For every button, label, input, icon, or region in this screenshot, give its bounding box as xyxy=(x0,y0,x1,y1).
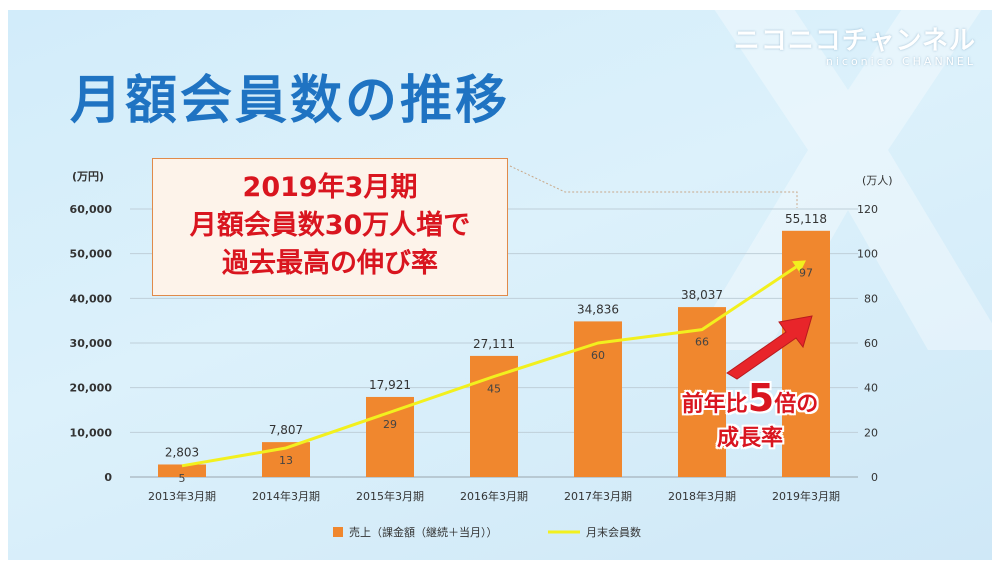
page-title: 月額会員数の推移 xyxy=(70,71,511,131)
left-axis-tick-label: 20,000 xyxy=(70,382,113,395)
callout-line-2: 月額会員数30万人増で xyxy=(189,210,471,241)
left-axis-tick-label: 10,000 xyxy=(70,426,113,439)
channel-logo: ニコニコチャンネル niconico CHANNEL xyxy=(734,20,976,68)
legend-bar-label: 売上（課金額（継続＋当月）） xyxy=(349,525,498,539)
bar-value-label: 27,111 xyxy=(473,337,515,351)
bar-value-label: 55,118 xyxy=(785,212,827,226)
callout-line-1: 2019年3月期 xyxy=(242,172,418,203)
x-axis-tick-label: 2013年3月期 xyxy=(148,489,216,503)
callout-line-3: 過去最高の伸び率 xyxy=(222,248,438,279)
bar-value-label: 38,037 xyxy=(681,288,723,302)
callout-box: 2019年3月期 月額会員数30万人増で 過去最高の伸び率 xyxy=(152,158,508,296)
bar-value-label: 2,803 xyxy=(165,445,199,459)
bar-value-label: 17,921 xyxy=(369,378,411,392)
right-axis-tick-label: 100 xyxy=(857,248,878,261)
growth-arrow xyxy=(726,315,813,380)
bar-value-label: 7,807 xyxy=(269,423,303,437)
right-axis-tick-label: 80 xyxy=(864,292,878,305)
growth-prefix: 前年比 xyxy=(681,392,748,417)
bar xyxy=(366,396,414,477)
bar xyxy=(678,307,726,477)
members-line-arrowhead xyxy=(792,260,806,273)
growth-line-1: 前年比5倍の xyxy=(660,378,840,425)
bar xyxy=(470,355,518,477)
bar xyxy=(158,464,206,477)
legend-bar-swatch xyxy=(333,527,343,537)
line-value-label: 60 xyxy=(591,349,605,362)
right-axis-tick-label: 0 xyxy=(871,471,878,484)
left-axis-tick-label: 40,000 xyxy=(70,292,113,305)
growth-annotation: 前年比5倍の 成長率 xyxy=(660,378,840,453)
line-value-label: 5 xyxy=(179,472,186,485)
right-axis-tick-label: 40 xyxy=(864,382,878,395)
logo-sub-text: niconico CHANNEL xyxy=(825,55,976,68)
x-axis-tick-label: 2017年3月期 xyxy=(564,489,632,503)
line-value-label: 97 xyxy=(799,266,813,279)
line-value-label: 66 xyxy=(695,336,709,349)
right-axis-tick-label: 120 xyxy=(857,203,878,216)
x-axis-tick-label: 2015年3月期 xyxy=(356,489,424,503)
bar-value-label: 34,836 xyxy=(577,302,619,316)
growth-line-2: 成長率 xyxy=(716,426,783,451)
logo-main-text: ニコニコチャンネル xyxy=(733,26,976,56)
bar xyxy=(574,321,622,477)
right-axis-tick-label: 60 xyxy=(864,337,878,350)
right-axis-unit: (万人) xyxy=(862,174,893,187)
line-value-label: 13 xyxy=(279,454,293,467)
left-axis-tick-label: 60,000 xyxy=(70,203,113,216)
left-axis-unit: (万円) xyxy=(72,170,104,183)
growth-number: 5 xyxy=(747,376,775,420)
left-axis-tick-label: 30,000 xyxy=(70,337,113,350)
legend-line-label: 月末会員数 xyxy=(586,525,641,539)
right-axis-tick-label: 20 xyxy=(864,426,878,439)
members-line xyxy=(181,265,797,468)
line-value-label: 29 xyxy=(383,418,397,431)
callout-connector xyxy=(509,165,798,208)
growth-suffix: 倍の xyxy=(774,392,819,417)
x-axis-tick-label: 2018年3月期 xyxy=(668,489,736,503)
x-axis-tick-label: 2016年3月期 xyxy=(460,489,528,503)
x-axis-tick-label: 2019年3月期 xyxy=(772,489,840,503)
line-value-label: 45 xyxy=(487,383,501,396)
left-axis-tick-label: 0 xyxy=(104,471,112,484)
left-axis-tick-label: 50,000 xyxy=(70,248,113,261)
x-axis-tick-label: 2014年3月期 xyxy=(252,489,320,503)
